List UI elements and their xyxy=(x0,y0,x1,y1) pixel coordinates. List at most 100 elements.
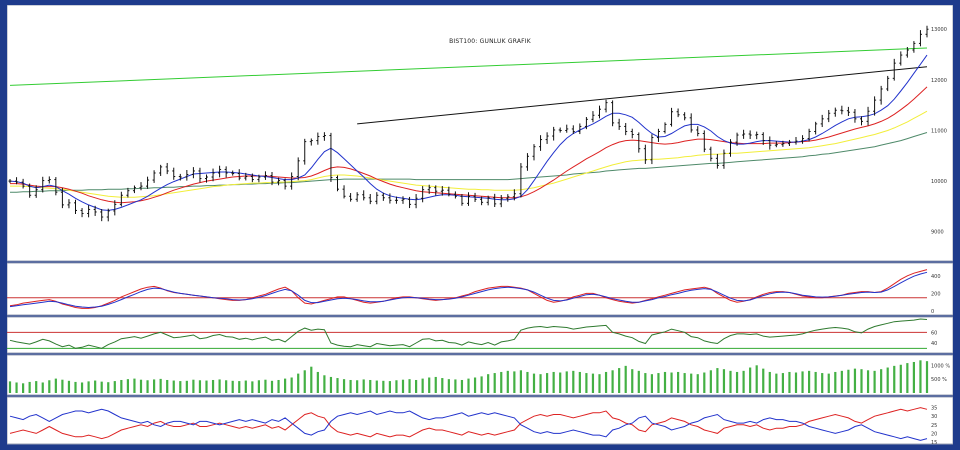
volume-bar xyxy=(644,373,647,393)
volume-bar xyxy=(834,371,837,393)
volume-bar xyxy=(231,380,234,393)
volume-bar xyxy=(264,379,267,393)
chart-area: BIST100: GUNLUK GRAFIK 13000 12000 11000 10… xyxy=(7,5,953,445)
volume-bar xyxy=(362,379,365,393)
volume-bar xyxy=(742,370,745,393)
volume-bar xyxy=(696,374,699,393)
volume-bar xyxy=(388,381,391,393)
volume-bar xyxy=(166,379,169,393)
volume-bar xyxy=(428,377,431,393)
volume-bar xyxy=(801,371,804,393)
volume-bar xyxy=(880,369,883,393)
volume-bar xyxy=(703,372,706,393)
volume-bar xyxy=(781,373,784,393)
trendline-lower_black xyxy=(357,66,928,125)
price-tick-label: 12000 xyxy=(931,78,947,84)
volume-bar xyxy=(139,379,143,393)
price-series-group xyxy=(8,25,929,222)
volume-bar xyxy=(690,373,693,393)
panel-dmi xyxy=(7,396,953,445)
volume-bar xyxy=(526,371,529,393)
volume-bar xyxy=(467,378,470,393)
volume-bar xyxy=(893,365,896,393)
volume-bar xyxy=(821,373,824,393)
volume-bar xyxy=(598,374,601,393)
volume-bar xyxy=(415,379,418,393)
volume-bar xyxy=(323,375,326,393)
volume-bar xyxy=(532,373,536,393)
volume-bar xyxy=(460,379,464,393)
volume-bar xyxy=(519,370,522,393)
volume-bar xyxy=(729,370,732,393)
oscillator-tick-label: 400 xyxy=(931,274,941,280)
volume-bar xyxy=(585,373,588,393)
price-tick-label: 9000 xyxy=(931,230,944,236)
volume-bar xyxy=(54,378,57,393)
volume-bar xyxy=(565,371,568,393)
volume-bar xyxy=(735,371,739,393)
volume-bar xyxy=(906,363,909,393)
volume-bar xyxy=(329,376,333,393)
volume-bar xyxy=(185,380,188,393)
volume-bar xyxy=(473,377,477,393)
volume-bar xyxy=(172,380,175,393)
volume-bar xyxy=(80,382,84,393)
dmi-tick-label: 35 xyxy=(931,406,937,412)
volume-bar xyxy=(218,379,221,393)
trendline-upper_green xyxy=(9,47,928,86)
volume-bar xyxy=(48,380,51,393)
volume-bar xyxy=(15,382,18,393)
volume-bar xyxy=(441,378,444,393)
volume-bar xyxy=(94,380,97,393)
series-line-rsi xyxy=(9,318,928,349)
volume-bar xyxy=(316,371,319,393)
volume-bar xyxy=(61,379,64,393)
volume-bar xyxy=(552,371,555,393)
volume-bar xyxy=(919,360,922,393)
volume-bar xyxy=(768,371,771,393)
series-line-dmi-blue xyxy=(9,408,928,441)
volume-bar xyxy=(244,380,247,393)
panel-price xyxy=(7,5,953,262)
volume-bar xyxy=(749,367,752,393)
volume-bar xyxy=(120,379,123,393)
volume-bar xyxy=(755,365,758,393)
volume-bar xyxy=(840,370,843,393)
volume-bar xyxy=(493,373,496,393)
volume-bar xyxy=(663,371,667,393)
volume-bar xyxy=(847,369,850,393)
volume-bar xyxy=(297,373,300,393)
panel-oscillator xyxy=(7,262,953,316)
oscillator-series-group xyxy=(7,269,928,309)
volume-bar xyxy=(8,381,12,393)
volume-bar xyxy=(677,371,680,393)
volume-bar xyxy=(611,370,614,393)
volume-bar xyxy=(853,368,857,393)
volume-bar xyxy=(310,366,313,393)
volume-bar xyxy=(709,370,712,393)
volume-bar xyxy=(205,380,208,393)
volume-bar xyxy=(716,368,719,393)
volume-bar xyxy=(107,382,110,393)
volume-bar xyxy=(827,373,830,393)
volume-bar xyxy=(67,380,71,393)
volume-bar xyxy=(401,379,405,393)
volume-bar xyxy=(637,370,640,393)
volume-bar xyxy=(650,374,653,393)
volume-bar xyxy=(487,374,490,393)
price-tick-label: 11000 xyxy=(931,128,947,134)
volume-bar xyxy=(192,379,195,393)
volume-bar xyxy=(860,369,863,393)
volume-bar xyxy=(618,368,621,393)
price-tick-label: 13000 xyxy=(931,27,947,33)
volume-bar xyxy=(657,373,660,393)
volume-bar xyxy=(925,361,929,393)
volume-bar xyxy=(775,373,778,393)
volume-bar xyxy=(447,379,450,393)
axis-ticks-group: 13000 12000 11000 10000 9000 400 200 0 60 40 1000 … xyxy=(931,27,950,445)
volume-tick-label: 1000 % xyxy=(931,363,950,369)
volume-bar xyxy=(670,372,673,393)
volume-bar xyxy=(41,382,44,393)
volume-bars-group xyxy=(8,360,929,393)
volume-bar xyxy=(572,370,575,393)
